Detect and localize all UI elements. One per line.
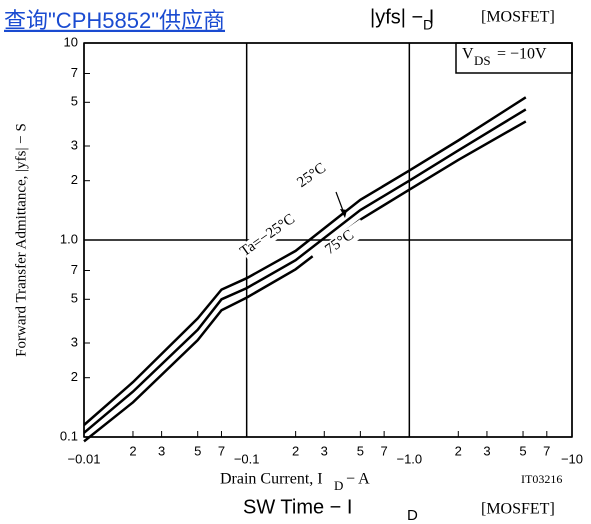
label-arrowhead bbox=[340, 209, 347, 218]
x-tick-label: −0.01 bbox=[68, 451, 101, 466]
link[interactable]: 查询"CPH5852"供应商 bbox=[4, 8, 225, 33]
y-tick-label: 3 bbox=[71, 334, 78, 349]
x-tick-label: 3 bbox=[483, 443, 490, 458]
x-tick-label: −10 bbox=[561, 451, 583, 466]
x-tick-label: 5 bbox=[357, 443, 364, 458]
x-tick-label: 3 bbox=[321, 443, 328, 458]
x-axis-label-rest: − A bbox=[346, 471, 370, 488]
x-tick-label: 3 bbox=[158, 443, 165, 458]
next-title: SW Time − I bbox=[243, 496, 352, 518]
x-tick-label: −1.0 bbox=[396, 451, 422, 466]
x-tick-label: 2 bbox=[129, 443, 136, 458]
x-tick-label: −0.1 bbox=[234, 451, 260, 466]
label-bg bbox=[310, 219, 370, 267]
label-bg bbox=[282, 152, 342, 200]
series-line bbox=[83, 96, 527, 426]
tag: [MOSFET] bbox=[481, 9, 555, 26]
chart-title: |yfs| − I bbox=[370, 6, 434, 28]
y-tick-label: 5 bbox=[71, 94, 78, 109]
y-axis-label: Forward Transfer Admittance, |yfs| − S bbox=[13, 123, 29, 357]
figure-id: IT03216 bbox=[521, 472, 562, 486]
x-tick-label: 5 bbox=[194, 443, 201, 458]
plot-frame bbox=[83, 42, 573, 438]
y-tick-label: 7 bbox=[71, 65, 78, 80]
x-tick-label: 7 bbox=[543, 443, 550, 458]
next-tag: [MOSFET] bbox=[481, 501, 555, 518]
x-axis-label-sub: D bbox=[334, 478, 343, 493]
x-tick-label: 5 bbox=[519, 443, 526, 458]
x-axis-label: Drain Current, I bbox=[220, 471, 323, 488]
y-tick-label: 0.1 bbox=[60, 428, 78, 443]
y-tick-label: 7 bbox=[71, 262, 78, 277]
y-tick-label: 5 bbox=[71, 291, 78, 306]
y-tick-label: 1.0 bbox=[60, 231, 78, 246]
x-tick-label: 2 bbox=[455, 443, 462, 458]
condition-sub: DS bbox=[474, 53, 491, 68]
x-tick-label: 2 bbox=[292, 443, 299, 458]
x-tick-label: 7 bbox=[218, 443, 225, 458]
y-tick-label: 2 bbox=[71, 369, 78, 384]
y-tick-label: 10 bbox=[64, 34, 78, 49]
x-tick-label: 7 bbox=[381, 443, 388, 458]
label-bg bbox=[238, 212, 298, 260]
series-line bbox=[83, 108, 527, 434]
chart-title-sub: D bbox=[423, 17, 433, 33]
y-tick-label: 2 bbox=[71, 172, 78, 187]
condition-rest: = −10V bbox=[497, 46, 547, 63]
next-title-sub: D bbox=[407, 507, 418, 524]
series-line bbox=[83, 120, 527, 443]
condition: V bbox=[462, 46, 474, 63]
y-tick-label: 3 bbox=[71, 137, 78, 152]
